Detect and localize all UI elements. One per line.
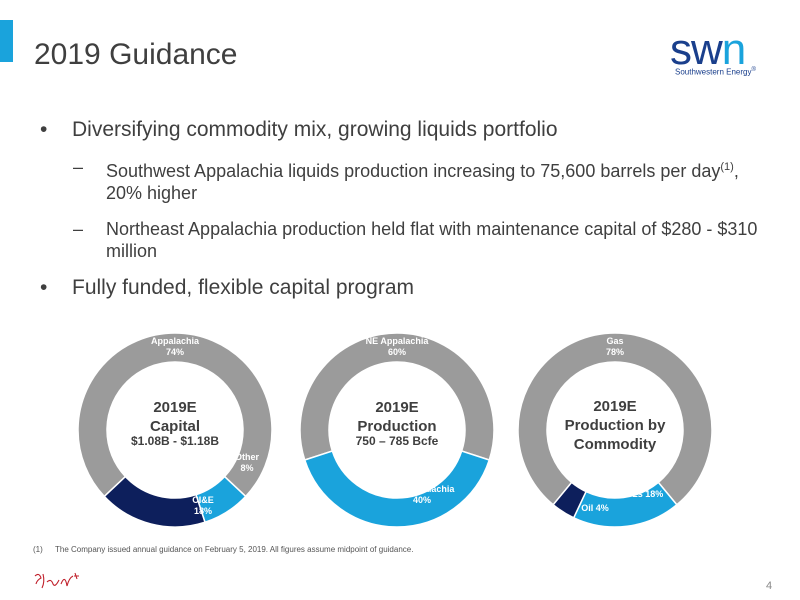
bullet-symbol: • (40, 118, 48, 141)
logo-wordmark: swn (670, 25, 746, 74)
sub-bullet-item: – Southwest Appalachia liquids productio… (40, 156, 760, 204)
sub-bullet-text: Southwest Appalachia liquids production … (106, 161, 721, 181)
slice-value-label: 60% (388, 347, 406, 357)
slice-label: Gas (606, 336, 623, 346)
bullet-item: • Diversifying commodity mix, growing li… (40, 118, 760, 142)
footnote: (1) The Company issued annual guidance on… (33, 545, 413, 554)
donut-charts-row: Appalachia 74% Other 8% CI&E 18% 2019E Capital $… (0, 330, 800, 530)
bullet-text: Diversifying commodity mix, growing liqu… (72, 118, 558, 141)
footnote-text: The Company issued annual guidance on Fe… (55, 545, 414, 554)
slice-label: Other (235, 452, 260, 462)
slice-label: Oil 4% (581, 503, 609, 513)
center-subtitle: $1.08B - $1.18B (131, 434, 219, 448)
slice-value-label: 8% (240, 463, 253, 473)
bullet-list: • Diversifying commodity mix, growing li… (40, 118, 760, 314)
footnote-number: (1) (33, 545, 43, 554)
dash-symbol: – (73, 157, 84, 177)
sub-bullet-text: Northeast Appalachia production held fla… (106, 219, 758, 261)
slice-value-label: 78% (606, 347, 624, 357)
center-title-line: Production (357, 418, 436, 435)
donut-slice-gas (517, 332, 713, 506)
slice-label: SW Appalachia (390, 484, 456, 494)
company-logo: swn Southwestern Energy® (670, 25, 774, 80)
center-subtitle: 750 – 785 Bcfe (356, 434, 439, 448)
center-title-line: 2019E (375, 399, 418, 416)
page-number: 4 (766, 580, 773, 592)
logo-tagline: Southwestern Energy® (675, 67, 756, 77)
donut-slice-oil (552, 481, 588, 519)
footnote-ref: (1) (720, 161, 734, 173)
center-title-line: 2019E (153, 399, 196, 416)
page-title: 2019 Guidance (34, 38, 238, 71)
title-accent-bar (0, 20, 13, 62)
center-title-line: Production by (565, 417, 666, 434)
dash-symbol: – (73, 219, 84, 239)
center-title-line: Capital (150, 418, 200, 435)
bullet-item: • Fully funded, flexible capital program (40, 276, 760, 300)
slice-label: NE Appalachia (366, 336, 430, 346)
slice-label: CI&E (192, 495, 214, 505)
center-title-line: 2019E (593, 398, 636, 415)
sub-bullet-text-tail: , 20% higher (106, 161, 739, 203)
sub-bullet-item: – Northeast Appalachia production held f… (40, 218, 760, 262)
donut-slice-sw-appalachia (303, 450, 491, 528)
slice-label: NGLs 18% (619, 489, 664, 499)
slice-value-label: 18% (194, 506, 212, 516)
bullet-symbol: • (40, 276, 48, 299)
center-title-line: Commodity (574, 436, 657, 453)
bullet-text: Fully funded, flexible capital program (72, 276, 415, 299)
signature-mark-icon (34, 572, 79, 589)
donut-slice-ci-e (103, 475, 206, 528)
slice-value-label: 40% (413, 495, 431, 505)
donut-slice-appalachia (77, 332, 273, 498)
donut-slice-ne-appalachia (299, 332, 495, 461)
slice-label: Appalachia (151, 336, 200, 346)
slice-value-label: 74% (166, 347, 184, 357)
